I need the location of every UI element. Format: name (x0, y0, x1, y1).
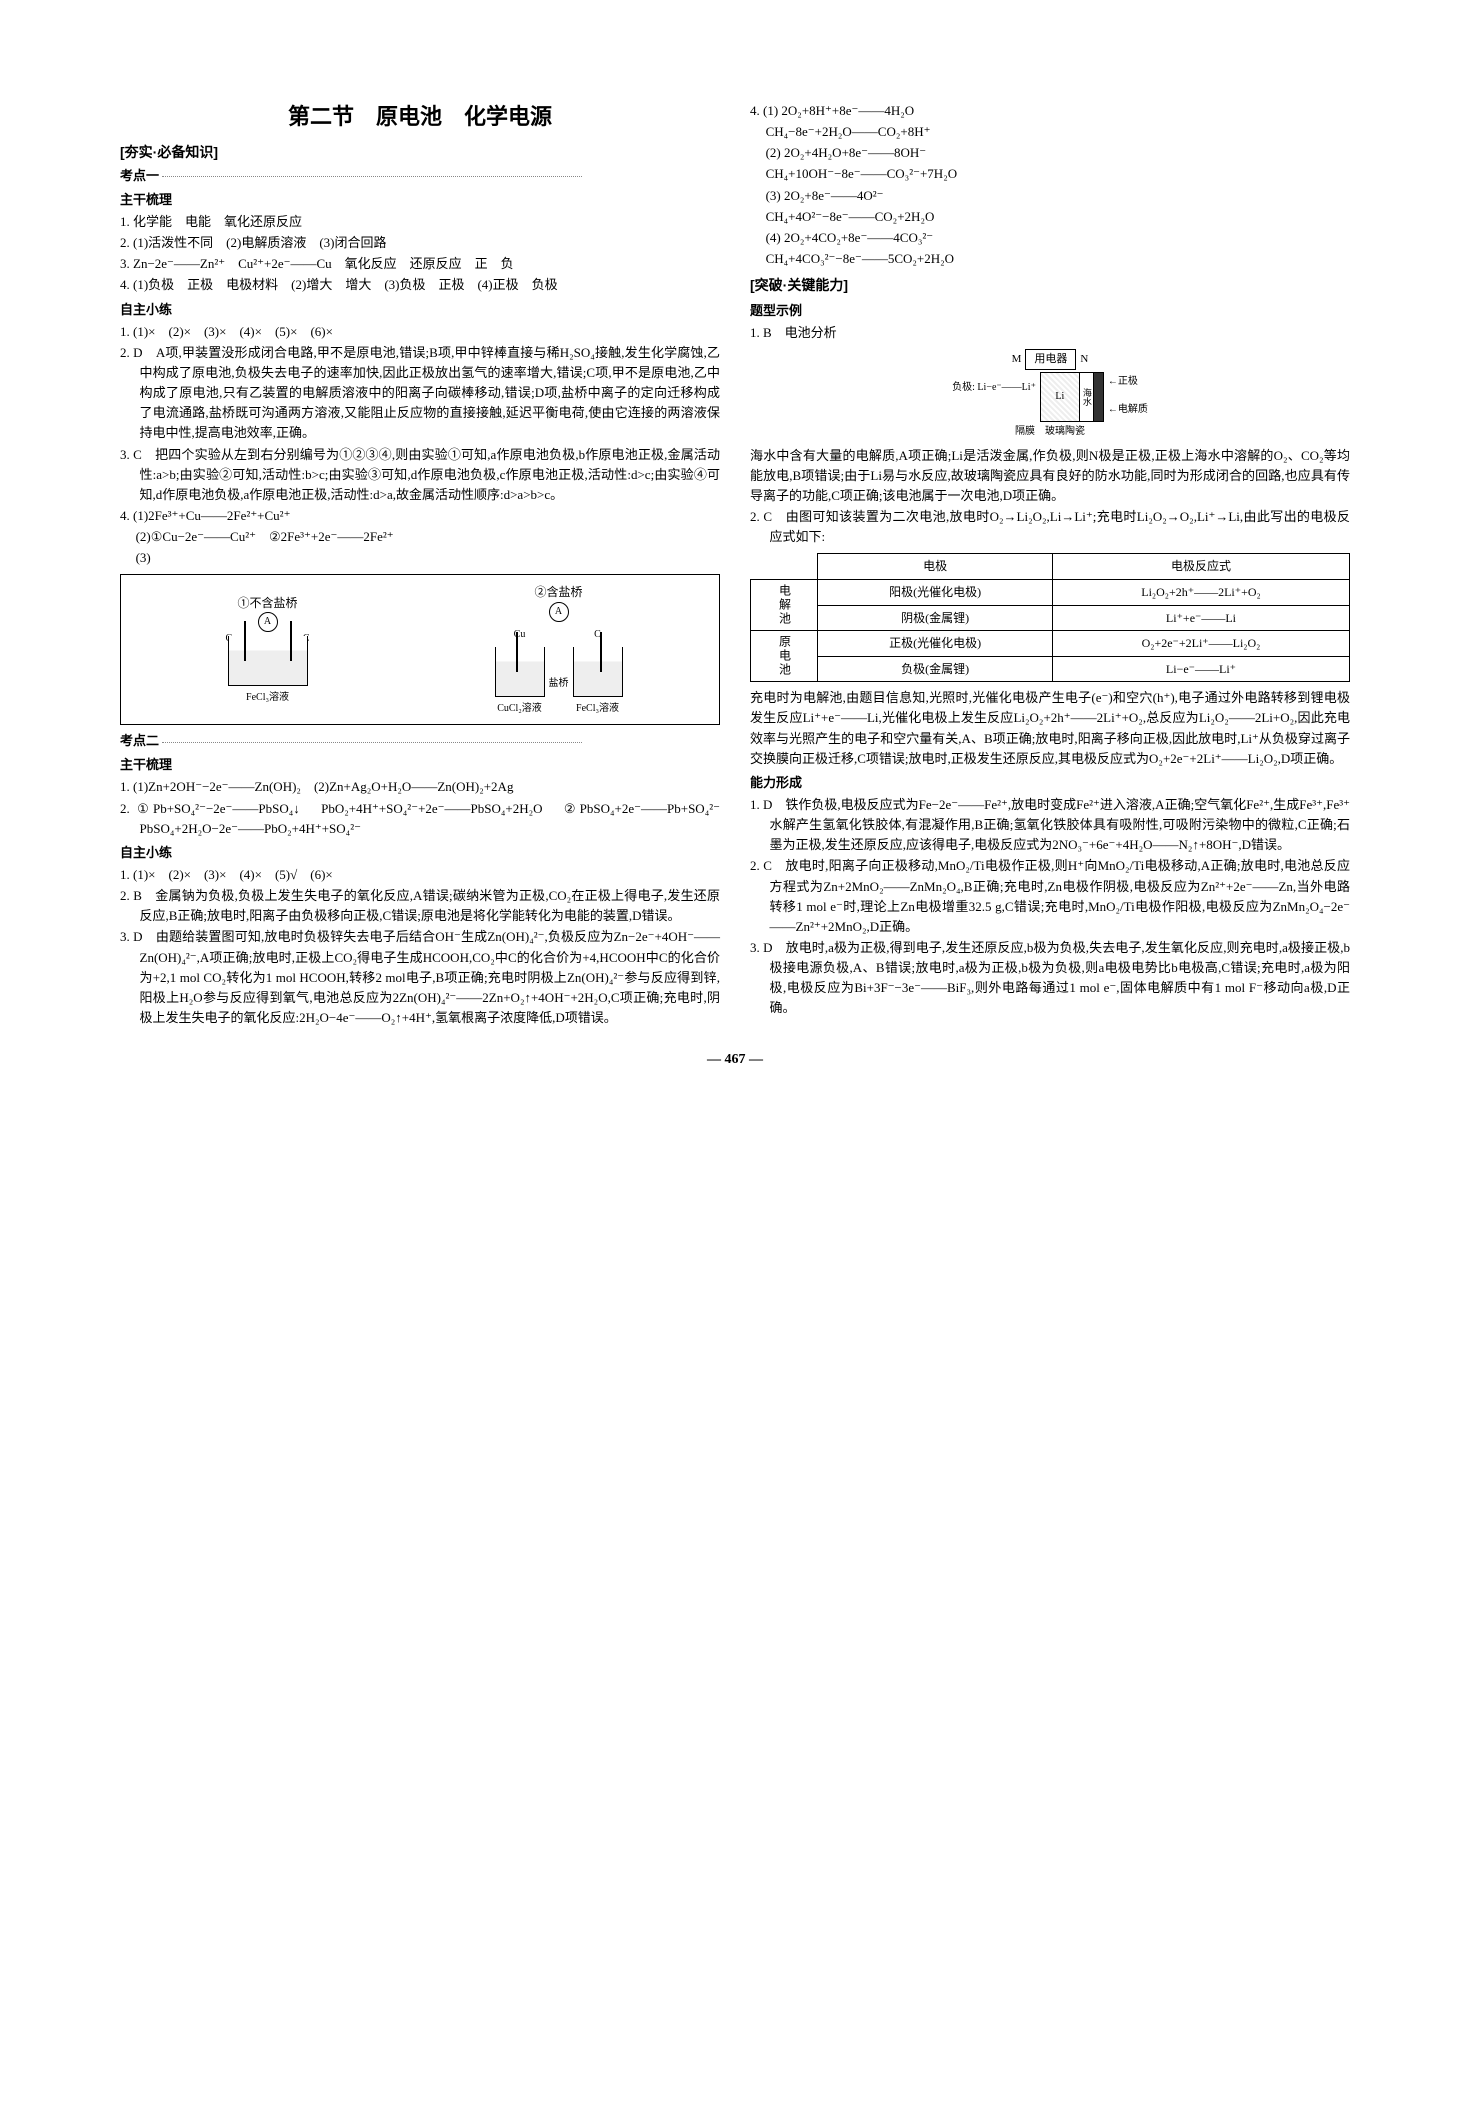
li-cell: Li (1040, 372, 1080, 422)
table-row: 原电池 正极(光催化电极) O₂+2e⁻+2Li⁺——Li₂O₂ (751, 631, 1350, 657)
line-2: 2. (1)活泼性不同 (2)电解质溶液 (3)闭合回路 (120, 233, 720, 253)
cell-cathode: 阴极(金属锂) (818, 605, 1053, 631)
cell-negative: 负极(金属锂) (818, 656, 1053, 682)
zz-1: 1. (1)× (2)× (3)× (4)× (5)× (6)× (120, 322, 720, 342)
k2-zz2: 2. B 金属钠为负极,负极上发生失电子的氧化反应,A错误;碳纳米管为正极,CO… (120, 886, 720, 926)
cell-positive: 正极(光催化电极) (818, 631, 1053, 657)
cell-positive-rxn: O₂+2e⁻+2Li⁺——Li₂O₂ (1052, 631, 1349, 657)
section-breakthrough: [突破·关键能力] (750, 275, 1350, 297)
cell-cathode-rxn: Li⁺+e⁻——Li (1052, 605, 1349, 631)
line-3: 3. Zn−2e⁻——Zn²⁺ Cu²⁺+2e⁻——Cu 氧化反应 还原反应 正… (120, 254, 720, 274)
cell-electrolysis: 电解池 (751, 579, 818, 630)
dotted-rule (162, 176, 582, 177)
zhugan-header-2: 主干梳理 (120, 755, 720, 775)
zizhu-header-2: 自主小练 (120, 843, 720, 863)
table-row: 负极(金属锂) Li−e⁻——Li⁺ (751, 656, 1350, 682)
cucl2-label: CuCl₂溶液 (495, 701, 545, 717)
kaodian1: 考点一 (120, 168, 159, 183)
r4-4: (4) 2O₂+4CO₂+8e⁻——4CO₃²⁻ (750, 228, 1350, 248)
r4-3: (3) 2O₂+8e⁻——4O²⁻ (750, 186, 1350, 206)
t2-exp: 充电时为电解池,由题目信息知,光照时,光催化电极产生电子(e⁻)和空穴(h⁺),… (750, 688, 1350, 769)
t1-exp: 海水中含有大量的电解质,A项正确;Li是活泼金属,作负极,则N极是正极,正极上海… (750, 446, 1350, 506)
neg-label: 负极: Li−e⁻——Li⁺ (948, 372, 1040, 422)
kaodian2-row: 考点二 (120, 731, 720, 751)
diagram-right-title: ②含盐桥 (495, 583, 623, 602)
kaodian1-row: 考点一 (120, 166, 720, 186)
th-blank (751, 554, 818, 580)
zizhu-header: 自主小练 (120, 300, 720, 320)
membrane-label: 隔膜 玻璃陶瓷 (750, 424, 1350, 440)
section-consolidate: [夯实·必备知识] (120, 142, 720, 164)
cell-negative-rxn: Li−e⁻——Li⁺ (1052, 656, 1349, 682)
th-reaction: 电极反应式 (1052, 554, 1349, 580)
t1: 1. B 电池分析 (750, 323, 1350, 343)
page-number: — 467 — (120, 1049, 1350, 1071)
appliance-box: 用电器 (1025, 349, 1076, 370)
seawater-battery-diagram: M 用电器 N 负极: Li−e⁻——Li⁺ Li 海水 ←正极 ←电解质 隔膜… (750, 349, 1350, 440)
dotted-rule-2 (162, 742, 582, 743)
sea-cell: 海水 (1080, 372, 1094, 422)
k2-l1: 1. (1)Zn+2OH⁻−2e⁻——Zn(OH)₂ (2)Zn+Ag₂O+H₂… (120, 777, 720, 797)
r4-1b: CH₄−8e⁻+2H₂O——CO₂+8H⁺ (750, 122, 1350, 142)
zhugan-header: 主干梳理 (120, 190, 720, 210)
diag-m: M (1012, 351, 1022, 368)
diagram-with-bridge: ②含盐桥 A Cu CuCl₂溶液 盐桥 C FeCl₃溶液 (495, 583, 623, 716)
zz-4-2: (2)①Cu−2e⁻——Cu²⁺ ②2Fe³⁺+2e⁻——2Fe²⁺ (120, 527, 720, 547)
electrode-bar (1094, 372, 1104, 422)
right-column: 4. (1) 2O₂+8H⁺+8e⁻——4H₂O CH₄−8e⁻+2H₂O——C… (750, 100, 1350, 1029)
r4-4b: CH₄+4CO₃²⁻−8e⁻——5CO₂+2H₂O (750, 249, 1350, 269)
tixing-header: 题型示例 (750, 301, 1350, 321)
table-header-row: 电极 电极反应式 (751, 554, 1350, 580)
cell-anode-rxn: Li₂O₂+2h⁺——2Li⁺+O₂ (1052, 579, 1349, 605)
k2-zz3: 3. D 由题给装置图可知,放电时负极锌失去电子后结合OH⁻生成Zn(OH)₄²… (120, 927, 720, 1028)
diag-n: N (1080, 351, 1088, 368)
line-1: 1. 化学能 电能 氧化还原反应 (120, 212, 720, 232)
diagram-left-title: ①不含盐桥 (218, 594, 318, 613)
salt-bridge-diagram: ①不含盐桥 A Cu C FeCl₃溶液 ②含盐桥 A Cu (120, 574, 720, 725)
page-content: 第二节 原电池 化学电源 [夯实·必备知识] 考点一 主干梳理 1. 化学能 电… (120, 100, 1350, 1029)
kaodian2: 考点二 (120, 733, 159, 748)
r4-3b: CH₄+4O²⁻−8e⁻——CO₂+2H₂O (750, 207, 1350, 227)
t2: 2. C 由图可知该装置为二次电池,放电时O₂→Li₂O₂,Li→Li⁺;充电时… (750, 507, 1350, 547)
zz-4-3: (3) (120, 548, 720, 568)
fecl3-label: FeCl₃溶液 (218, 690, 318, 706)
n1: 1. D 铁作负极,电极反应式为Fe−2e⁻——Fe²⁺,放电时变成Fe²⁺进入… (750, 795, 1350, 855)
zz-4-1: 4. (1)2Fe³⁺+Cu——2Fe²⁺+Cu²⁺ (120, 506, 720, 526)
cell-anode: 阳极(光催化电极) (818, 579, 1053, 605)
r4-2b: CH₄+10OH⁻−8e⁻——CO₃²⁻+7H₂O (750, 164, 1350, 184)
left-column: 第二节 原电池 化学电源 [夯实·必备知识] 考点一 主干梳理 1. 化学能 电… (120, 100, 720, 1029)
r4-1: 4. (1) 2O₂+8H⁺+8e⁻——4H₂O (750, 101, 1350, 121)
diagram-no-bridge: ①不含盐桥 A Cu C FeCl₃溶液 (218, 594, 318, 706)
electrode-reaction-table: 电极 电极反应式 电解池 阳极(光催化电极) Li₂O₂+2h⁺——2Li⁺+O… (750, 553, 1350, 682)
fecl3-label-2: FeCl₃溶液 (573, 701, 623, 717)
bridge-label: 盐桥 (549, 676, 569, 717)
table-row: 电解池 阳极(光催化电极) Li₂O₂+2h⁺——2Li⁺+O₂ (751, 579, 1350, 605)
r4-2: (2) 2O₂+4H₂O+8e⁻——8OH⁻ (750, 143, 1350, 163)
zz-2: 2. D A项,甲装置没形成闭合电路,甲不是原电池,错误;B项,甲中锌棒直接与稀… (120, 343, 720, 444)
k2-l2: 2. ①Pb+SO₄²⁻−2e⁻——PbSO₄↓ PbO₂+4H⁺+SO₄²⁻+… (120, 799, 720, 839)
n3: 3. D 放电时,a极为正极,得到电子,发生还原反应,b极为负极,失去电子,发生… (750, 938, 1350, 1019)
table-row: 阴极(金属锂) Li⁺+e⁻——Li (751, 605, 1350, 631)
ammeter-icon: A (258, 612, 278, 632)
nengli-header: 能力形成 (750, 773, 1350, 793)
pos-arrow: ←正极 (1108, 374, 1148, 390)
electrolyte-arrow: ←电解质 (1108, 402, 1148, 418)
zz-3: 3. C 把四个实验从左到右分别编号为①②③④,则由实验①可知,a作原电池负极,… (120, 445, 720, 505)
cell-galvanic: 原电池 (751, 631, 818, 682)
k2-zz1: 1. (1)× (2)× (3)× (4)× (5)√ (6)× (120, 865, 720, 885)
th-electrode: 电极 (818, 554, 1053, 580)
line-4: 4. (1)负极 正极 电极材料 (2)增大 增大 (3)负极 正极 (4)正极… (120, 275, 720, 295)
main-title: 第二节 原电池 化学电源 (120, 100, 720, 134)
n2: 2. C 放电时,阳离子向正极移动,MnO₂/Ti电极作正极,则H⁺向MnO₂/… (750, 856, 1350, 937)
ammeter-icon-2: A (549, 602, 569, 622)
